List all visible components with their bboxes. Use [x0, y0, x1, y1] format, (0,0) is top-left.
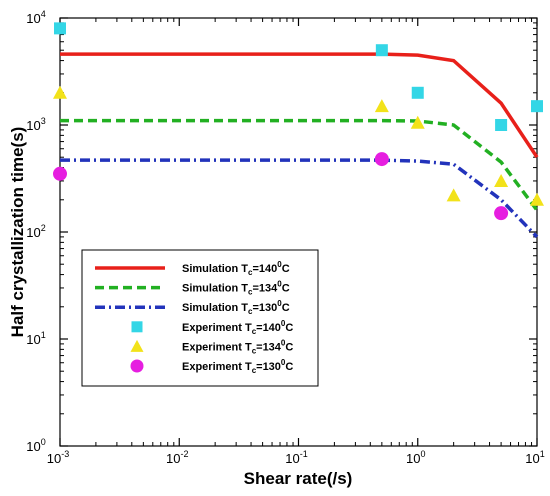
data-point-circle	[53, 166, 67, 181]
data-point-square	[531, 100, 543, 113]
legend: Simulation Tc=1400C Simulation Tc=1340C Si…	[81, 249, 319, 387]
data-point-triangle	[494, 173, 509, 187]
series-line-0	[60, 52, 539, 159]
series-line-2	[60, 158, 539, 239]
y-tick-label: 101	[26, 330, 45, 347]
legend-label: Simulation Tc=1400C	[182, 260, 290, 277]
y-tick-label: 103	[26, 116, 45, 133]
x-axis-title: Shear rate(/s)	[244, 469, 353, 488]
legend-label: Experiment Tc=1340C	[182, 338, 293, 355]
legend-swatch-marker	[130, 359, 144, 373]
data-point-square	[411, 86, 424, 99]
legend-box	[81, 249, 319, 387]
x-tick-label: 100	[406, 449, 425, 466]
legend-label: Simulation Tc=1340C	[182, 280, 290, 297]
data-point-triangle	[374, 99, 389, 113]
data-point-triangle	[530, 192, 544, 206]
y-axis-title: Half crystallization time(s)	[8, 127, 27, 338]
legend-label: Simulation Tc=1300C	[182, 299, 290, 316]
x-tick-labels: 10-3 10-2 10-1 100 101	[47, 449, 545, 466]
legend-label: Experiment Tc=1400C	[182, 319, 293, 336]
data-point-triangle	[53, 85, 67, 99]
data-point-circle	[494, 206, 509, 221]
y-tick-label: 100	[26, 437, 45, 454]
legend-label: Experiment Tc=1300C	[182, 358, 293, 375]
data-point-square	[495, 119, 508, 131]
x-tick-label: 10-2	[166, 449, 188, 466]
x-tick-label: 10-1	[285, 449, 307, 466]
y-tick-labels: 100 101 102 103 104	[26, 9, 45, 454]
x-tick-label: 10-3	[47, 449, 69, 466]
series-line-1	[60, 118, 539, 212]
series-points	[53, 22, 544, 221]
data-point-square	[375, 44, 388, 57]
major-ticks	[59, 17, 538, 447]
data-point-circle	[374, 152, 389, 167]
data-point-square	[54, 22, 66, 35]
data-point-triangle	[446, 188, 461, 202]
y-tick-label: 104	[26, 9, 45, 26]
minor-ticks	[60, 18, 537, 446]
y-tick-label: 102	[26, 223, 45, 240]
legend-swatch-marker	[130, 339, 144, 352]
data-point-triangle	[410, 115, 425, 129]
series-lines	[60, 52, 539, 239]
legend-swatch-marker	[131, 321, 143, 333]
x-tick-label: 101	[525, 449, 544, 466]
